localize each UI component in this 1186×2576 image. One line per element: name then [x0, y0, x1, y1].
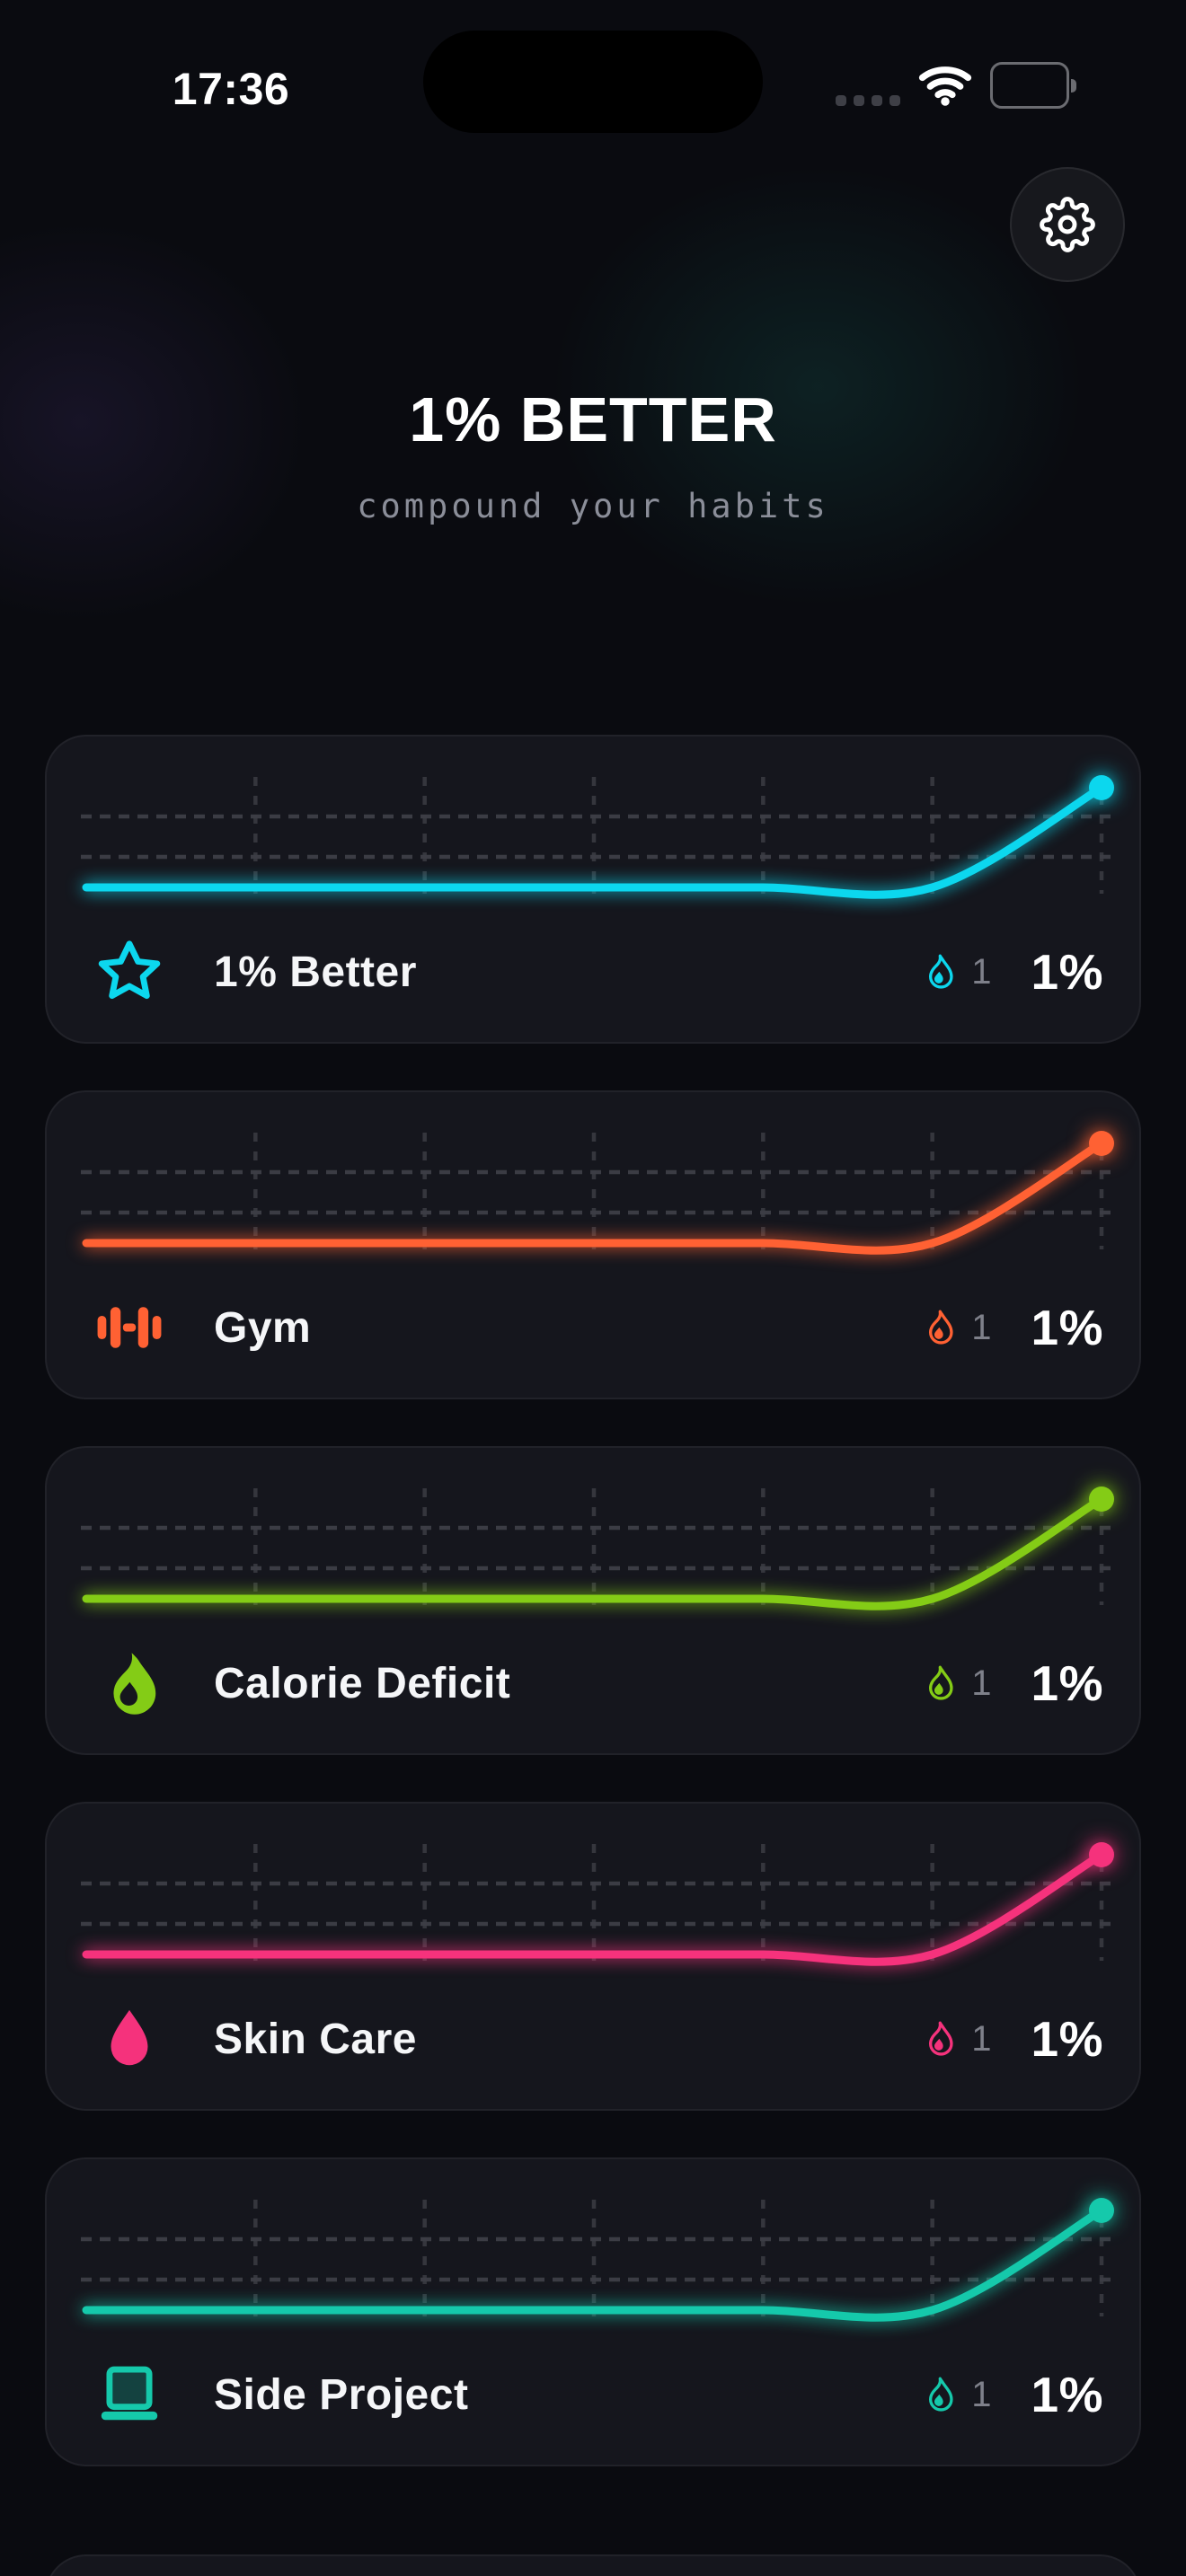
flame-icon: [113, 1653, 156, 1715]
star-icon: [98, 940, 161, 1000]
habit-name: Calorie Deficit: [214, 1659, 511, 1707]
habit-icon: [93, 1292, 165, 1363]
habit-row: Calorie Deficit 1 1%: [72, 1645, 1114, 1721]
wifi-icon: [918, 66, 972, 106]
streak-flame-icon: [929, 954, 953, 989]
habit-stats: 1 1%: [919, 2366, 1103, 2423]
habit-name: Skin Care: [214, 2015, 417, 2063]
status-time: 17:36: [172, 64, 290, 114]
habit-icon: [93, 2359, 165, 2430]
growth-percent: 1%: [1031, 2367, 1103, 2422]
habit-sparkline-chart: [81, 1131, 1114, 1255]
status-icons: [836, 62, 1076, 109]
streak-count: 1: [971, 2018, 992, 2059]
habit-name: Gym: [214, 1303, 312, 1352]
growth-percent: 1%: [1031, 1655, 1103, 1711]
streak-flame-icon: [929, 1665, 953, 1700]
habit-row: Gym 1 1%: [72, 1290, 1114, 1365]
habit-row: 1% Better 1 1%: [72, 934, 1114, 1010]
droplet-icon: [111, 2009, 148, 2066]
habit-stats: 1 1%: [919, 1299, 1103, 1356]
app-subtitle: compound your habits: [357, 487, 829, 525]
app-title: 1% BETTER: [409, 384, 777, 454]
habit-sparkline-chart: [81, 1842, 1114, 1966]
laptop-icon: [101, 2366, 158, 2421]
growth-percent: 1%: [1031, 2011, 1103, 2067]
streak-flame-icon: [929, 1310, 953, 1345]
habit-row: Skin Care 1 1%: [72, 2001, 1114, 2077]
habit-sparkline-chart: [81, 775, 1114, 899]
streak-count: 1: [971, 2374, 992, 2414]
habit-stats: 1 1%: [919, 1654, 1103, 1712]
streak-flame-icon: [929, 2021, 953, 2056]
habit-sparkline-chart: [81, 2198, 1114, 2322]
streak-count: 1: [971, 951, 992, 992]
settings-button[interactable]: [1010, 167, 1125, 282]
habit-card[interactable]: Side Project 1 1%: [45, 2157, 1141, 2466]
habit-card-partial[interactable]: [45, 2554, 1141, 2576]
battery-icon: [990, 62, 1076, 109]
habit-icon: [93, 1647, 165, 1719]
streak-count: 1: [971, 1307, 992, 1347]
habit-card[interactable]: Skin Care 1 1%: [45, 1802, 1141, 2111]
habit-list[interactable]: 1% Better 1 1%: [45, 735, 1141, 2576]
habit-stats: 1 1%: [919, 2010, 1103, 2068]
growth-percent: 1%: [1031, 1300, 1103, 1355]
habit-icon: [93, 936, 165, 1008]
gear-icon: [1040, 197, 1095, 252]
habit-name: Side Project: [214, 2370, 469, 2419]
dumbbell-icon: [97, 1307, 162, 1348]
habit-card[interactable]: 1% Better 1 1%: [45, 735, 1141, 1044]
habit-name: 1% Better: [214, 948, 417, 996]
status-bar: 17:36: [0, 0, 1186, 144]
streak-flame-icon: [929, 2377, 953, 2412]
dynamic-island: [423, 31, 763, 133]
habit-card[interactable]: Gym 1 1%: [45, 1090, 1141, 1399]
habit-icon: [93, 2003, 165, 2075]
habit-stats: 1 1%: [919, 943, 1103, 1001]
habit-sparkline-chart: [81, 1486, 1114, 1610]
cellular-signal-icon: [836, 95, 900, 106]
streak-count: 1: [971, 1663, 992, 1703]
growth-percent: 1%: [1031, 944, 1103, 1000]
habit-row: Side Project 1 1%: [72, 2357, 1114, 2432]
habit-card[interactable]: Calorie Deficit 1 1%: [45, 1446, 1141, 1755]
